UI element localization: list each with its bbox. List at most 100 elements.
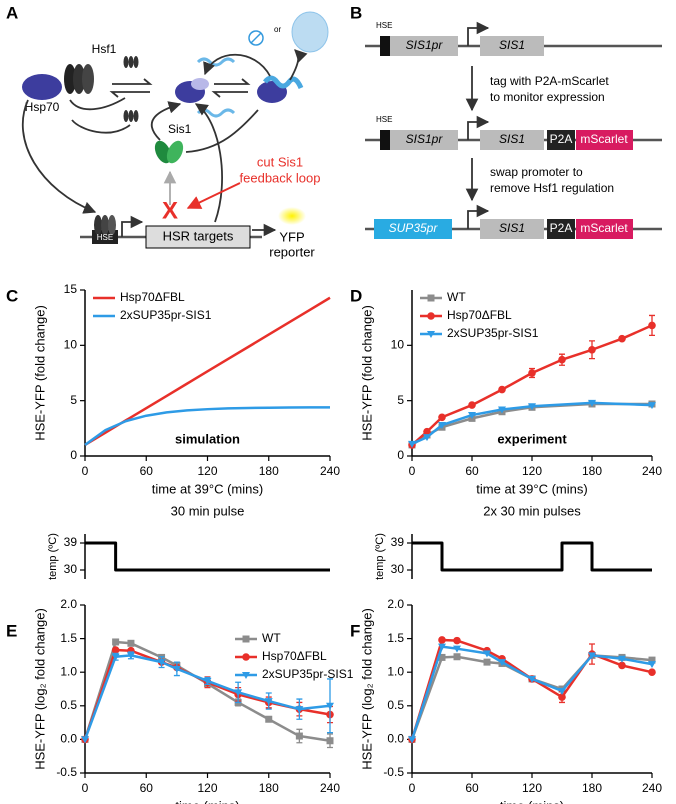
label: remove Hsf1 regulation [490,181,614,195]
x-tick-label: 240 [642,464,662,478]
marker [468,401,476,409]
label: reporter [269,244,315,259]
marker [242,653,250,661]
degraded-icon [248,30,264,46]
refold-arrow [203,53,271,77]
marker [157,659,166,667]
tss-arrow [467,204,490,229]
y-tick-label: 0.5 [387,698,404,712]
hsf1-shape [64,64,76,94]
marker [112,638,120,646]
hse-box [380,130,390,150]
diagram-a: Hsf1 Hsp70 or Sis1 X cut Sis1 feedback l… [22,11,329,259]
x-axis-label: time at 39°C (mins) [152,481,263,496]
y-axis-label: temp (ºC) [374,533,386,580]
series-line [412,541,652,572]
tss-arrow [467,21,490,46]
y-tick-label: 0.0 [60,732,77,746]
x-tick-label: 180 [582,464,602,478]
promoter-box [390,36,458,56]
marker [453,653,461,661]
label: mScarlet [580,221,628,235]
marker [234,689,243,697]
label: HSE [376,21,392,30]
x-axis-label: time at 39°C (mins) [476,481,587,496]
promoter-box [374,219,452,239]
marker [618,334,626,343]
panel-label: B [350,3,362,22]
y-tick-label: -0.5 [383,765,404,779]
hsf1-shape [108,215,116,235]
tag-box [547,130,575,150]
hsf1-shape [101,215,109,235]
marker [408,736,416,744]
label: tag with P2A-mScarlet [490,74,609,88]
hsf1-shape [82,64,94,94]
reporter-box [576,130,633,150]
label: P2A [550,132,573,146]
y-axis-label: HSE-YFP (fold change) [359,305,374,441]
marker [295,732,303,740]
x-tick-label: 0 [82,781,89,795]
legend-label: 2xSUP35pr-SIS1 [120,308,212,322]
x-tick-label: 240 [320,464,340,478]
tag-box [547,219,575,239]
x-tick-label: 60 [465,781,479,795]
x-axis-label: time (mins) [500,798,564,804]
series-line [83,648,331,740]
hsp70-shape [22,74,62,100]
y-tick-label: 2.0 [387,597,404,611]
marker [326,702,334,710]
y-axis-label: HSE-YFP (log₂ fold change) [359,608,374,770]
marker [423,434,431,442]
y-tick-label: 0 [70,448,77,462]
marker [438,643,446,651]
series-line [410,638,653,740]
label: feedback loop [240,170,321,185]
marker [423,427,431,436]
hse-box [380,36,390,56]
y-tick-label: 1.5 [387,631,404,645]
label: SIS1pr [406,38,444,52]
marker [265,715,273,723]
marker [264,698,273,706]
x-axis-label: time (mins) [175,798,239,804]
marker [618,655,626,663]
equilibrium-arrow [211,78,251,98]
x-tick-label: 180 [259,781,279,795]
unfolded-protein [196,57,236,67]
y-tick-label: 1.0 [60,664,77,678]
label: HSE [97,233,113,242]
y-tick-label: 1.5 [60,631,77,645]
sis1-shape [166,140,184,164]
marker [438,413,446,422]
marker [453,636,461,645]
marker [483,658,491,666]
y-tick-label: 0 [397,448,404,462]
marker [648,668,656,676]
gene-box [480,130,544,150]
targets-box [145,225,251,249]
series-line [84,406,330,446]
marker [427,331,435,338]
marker [111,653,120,661]
marker [648,321,656,330]
series-line [83,654,331,740]
annotation: experiment [497,431,567,446]
marker [127,639,135,647]
marker [111,646,120,654]
marker [326,737,334,745]
marker [438,653,446,661]
marker [528,369,536,377]
marker [453,645,461,653]
cut-mark: X [162,197,178,224]
panel-label: F [350,621,360,640]
folded-protein [291,11,329,53]
series-line [411,324,653,446]
legend-label: WT [262,631,281,645]
label: or [274,25,281,34]
trimer-icon [123,56,139,122]
label: HSE [376,115,392,124]
marker [427,294,435,302]
marker [618,661,626,670]
